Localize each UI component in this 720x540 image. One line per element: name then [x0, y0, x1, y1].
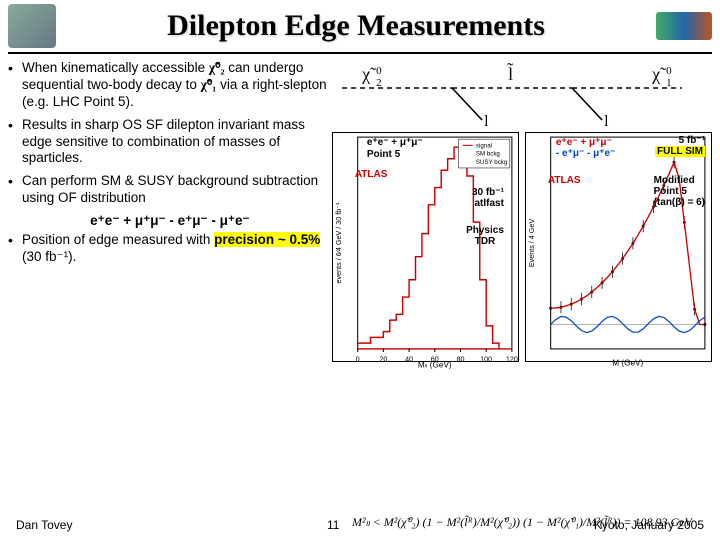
svg-text:0: 0: [666, 65, 672, 77]
plot-right-atlas: ATLAS: [548, 175, 581, 186]
svg-text:80: 80: [456, 354, 464, 363]
chi02-label: χ̃: [361, 64, 376, 84]
atlas-logo-right: [656, 12, 712, 40]
plot-left: 020406080100120Mₗₗ (GeV)events / 6⁄4 GeV…: [332, 132, 519, 362]
precision-highlight: precision ~ 0.5%: [214, 232, 320, 247]
svg-text:0: 0: [356, 354, 360, 363]
plot-right-sig: e⁺e⁻ + μ⁺μ⁻ - e⁺μ⁻ - μ⁺e⁻: [556, 137, 615, 159]
chi01-symbol: χ̃⁰₁: [201, 77, 217, 92]
footer-venue: Kyoto, January 2005: [594, 518, 704, 532]
plot-left-eemumu: e⁺e⁻ + μ⁺μ⁻: [367, 137, 423, 148]
footer-page: 11: [327, 518, 339, 532]
feynman-diagram: χ̃ 0 2 l̃ χ̃ 0 1 l l: [332, 60, 712, 130]
plot-left-lumi: 30 fb⁻¹atlfast: [472, 187, 504, 209]
svg-text:SUSY bckg: SUSY bckg: [476, 159, 508, 166]
plot-left-point5: Point 5: [367, 149, 400, 160]
svg-text:1: 1: [666, 77, 672, 89]
plot-left-tdr: PhysicsTDR: [466, 225, 504, 247]
svg-text:120: 120: [506, 354, 518, 363]
bullet-3: Can perform SM & SUSY background subtrac…: [22, 173, 332, 207]
svg-text:40: 40: [405, 354, 413, 363]
plot-right-lumi: 5 fb⁻¹ FULL SIM: [655, 135, 705, 157]
chi02-symbol: χ̃⁰₂: [209, 60, 225, 75]
svg-text:events / 6⁄4 GeV / 30 fb⁻¹: events / 6⁄4 GeV / 30 fb⁻¹: [334, 202, 343, 284]
svg-text:l: l: [484, 113, 489, 130]
bullet-1-text-a: When kinematically accessible: [22, 60, 209, 75]
atlas-logo-left: [8, 4, 56, 48]
svg-text:l: l: [604, 113, 609, 130]
bullet-4-text-a: Position of edge measured with: [22, 232, 214, 247]
svg-text:M (GeV): M (GeV): [612, 358, 643, 367]
svg-text:Mₗₗ (GeV): Mₗₗ (GeV): [418, 360, 452, 369]
of-distribution: e⁺e⁻ + μ⁺μ⁻ - e⁺μ⁻ - μ⁺e⁻: [8, 213, 332, 230]
chi01-label: χ̃: [651, 64, 666, 84]
svg-text:Events / 4 GeV: Events / 4 GeV: [527, 219, 536, 268]
plot-right: M (GeV)Events / 4 GeV e⁺e⁻ + μ⁺μ⁻ - e⁺μ⁻…: [525, 132, 712, 362]
plot-right-mod: Modified Point 5 (tan(β) = 6): [654, 175, 705, 208]
bullet-2: Results in sharp OS SF dilepton invarian…: [22, 117, 332, 168]
svg-text:0: 0: [376, 65, 382, 77]
svg-text:2: 2: [376, 77, 382, 89]
slepton-label: l̃: [507, 62, 513, 84]
footer-author: Dan Tovey: [16, 518, 72, 532]
svg-text:SM bckg: SM bckg: [476, 151, 501, 158]
bullet-1: When kinematically accessible χ̃⁰₂ can u…: [22, 60, 332, 111]
svg-text:100: 100: [480, 354, 492, 363]
bullet-4-text-b: (30 fb⁻¹).: [22, 249, 76, 264]
page-title: Dilepton Edge Measurements: [56, 9, 656, 43]
plot-left-atlas: ATLAS: [355, 169, 388, 180]
svg-text:20: 20: [379, 354, 387, 363]
svg-text:signal: signal: [476, 142, 492, 149]
bullet-4: Position of edge measured with precision…: [22, 232, 332, 266]
